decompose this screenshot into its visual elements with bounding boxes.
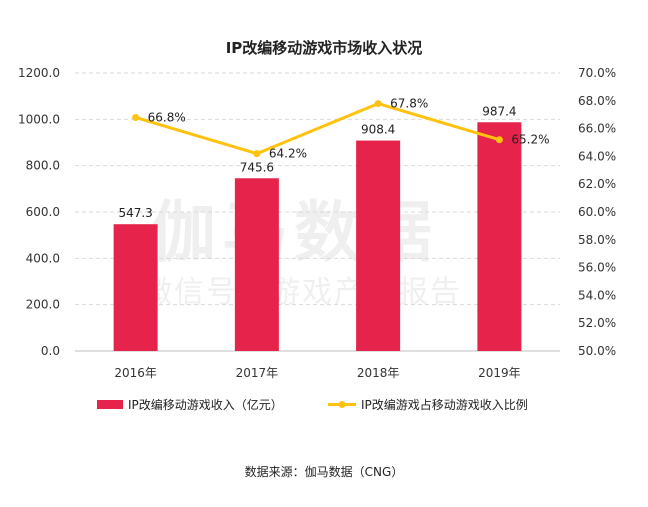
y-right-tick-label: 66.0% [578,122,616,136]
bar-data-label: 987.4 [482,104,516,118]
y-left-tick-label: 0.0 [41,344,60,358]
y-right-tick-label: 60.0% [578,205,616,219]
line-data-label: 64.2% [269,147,307,161]
line-point [495,136,503,144]
y-left-tick-label: 600.0 [26,205,60,219]
right-axis-ticks: 50.0% 52.0% 54.0% 56.0% 58.0% 60.0% 62.0% 64.0%… [578,66,616,358]
y-left-tick-label: 400.0 [26,251,60,265]
bar [234,178,279,351]
line-point [374,100,382,108]
line-data-label: 65.2% [511,133,549,147]
y-left-tick-label: 200.0 [26,298,60,312]
x-tick-label: 2019年 [478,366,521,380]
y-right-tick-label: 70.0% [578,66,616,80]
bar-data-label: 908.4 [361,123,395,137]
line-data-label: 66.8% [148,110,186,124]
y-left-tick-label: 1200.0 [18,66,60,80]
x-axis: 2016年 2017年 2018年 2019年 [114,366,520,380]
legend-label-bar: IP改编移动游戏收入（亿元） [128,397,283,412]
y-right-tick-label: 62.0% [578,177,616,191]
y-right-tick-label: 52.0% [578,316,616,330]
watermark: 伽马数据 微信号：游戏产业报告 [142,194,460,310]
bar-data-label: 745.6 [240,160,274,174]
line-point [253,150,261,158]
line-data-label: 67.8% [390,97,428,111]
series-line [135,102,500,156]
bar [477,122,522,351]
y-right-tick-label: 54.0% [578,288,616,302]
y-right-tick-label: 58.0% [578,233,616,247]
legend-swatch-marker [338,401,346,408]
legend: IP改编移动游戏收入（亿元） IP改编游戏占移动游戏收入比例 [97,397,528,412]
y-right-tick-label: 64.0% [578,149,616,163]
left-axis-ticks: 0.0 200.0 400.0 600.0 800.0 1000.0 1200.0 [18,66,60,358]
source-note: 数据来源：伽马数据（CNG） [245,464,404,479]
chart-title: IP改编移动游戏市场收入状况 [226,39,423,57]
line-point [132,113,140,121]
legend-label-line: IP改编游戏占移动游戏收入比例 [361,397,528,412]
bar [356,140,401,351]
legend-swatch-bar [97,400,123,409]
x-tick-label: 2016年 [114,366,157,380]
y-right-tick-label: 56.0% [578,261,616,275]
y-right-tick-label: 68.0% [578,94,616,108]
bar-data-label: 547.3 [118,206,152,220]
x-tick-label: 2017年 [236,366,279,380]
bar-series: 547.3 745.6 908.4 987.4 [113,104,522,351]
line-series: 66.8% 64.2% 67.8% 65.2% [132,97,550,161]
y-right-tick-label: 50.0% [578,344,616,358]
y-left-tick-label: 1000.0 [18,112,60,126]
bar [113,224,158,351]
x-tick-label: 2018年 [357,366,400,380]
y-left-tick-label: 800.0 [26,159,60,173]
